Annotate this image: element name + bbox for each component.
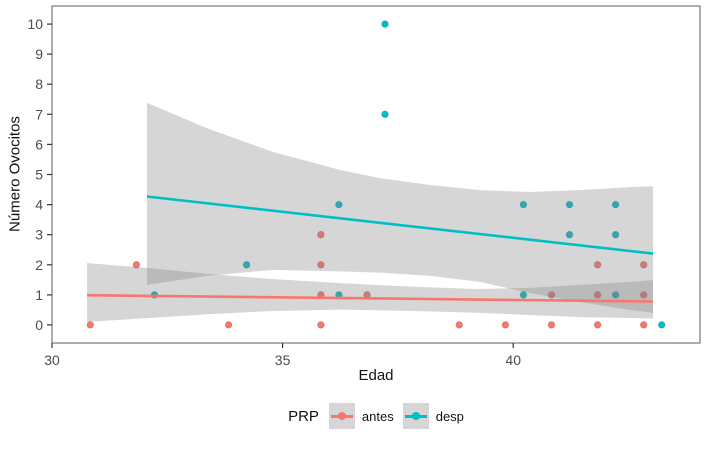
legend-key-antes — [328, 403, 355, 429]
legend-swatch-dot — [411, 412, 420, 420]
data-point-antes — [86, 321, 95, 329]
y-tick-label: 7 — [35, 106, 43, 122]
legend: PRP antes desp — [52, 403, 700, 429]
data-point-antes — [317, 321, 325, 329]
y-tick-label: 0 — [35, 317, 43, 333]
y-tick-label: 4 — [35, 197, 43, 213]
regression-line-desp — [146, 195, 654, 255]
y-tick-label: 2 — [35, 257, 43, 273]
x-tick-label: 30 — [44, 352, 60, 368]
data-point-antes — [317, 230, 325, 239]
legend-title: PRP — [288, 407, 319, 425]
ci-band-antes — [87, 263, 654, 322]
data-point-antes — [639, 260, 648, 269]
legend-entries: antes desp — [328, 403, 464, 429]
x-axis-title: Edad — [358, 367, 394, 384]
data-point-antes — [132, 260, 141, 269]
legend-label-antes: antes — [361, 408, 394, 424]
data-point-antes — [639, 321, 648, 329]
data-point-desp — [519, 200, 528, 209]
data-point-antes — [317, 260, 325, 269]
data-point-desp — [611, 230, 620, 239]
x-tick-label: 40 — [505, 352, 521, 368]
data-point-antes — [639, 291, 648, 299]
data-point-desp — [381, 20, 389, 28]
regression-line-antes — [87, 293, 654, 303]
legend-label-desp: desp — [435, 408, 464, 424]
y-tick-label: 5 — [35, 167, 43, 183]
legend-key-desp — [402, 403, 429, 429]
y-axis-title: Número Ovocitos — [6, 116, 24, 232]
data-point-antes — [593, 321, 602, 329]
y-tick-label: 6 — [35, 136, 43, 152]
y-tick-label: 1 — [35, 287, 43, 303]
ci-band-desp — [147, 102, 653, 313]
data-point-desp — [657, 321, 666, 329]
data-point-antes — [593, 291, 602, 299]
data-point-desp — [242, 260, 251, 269]
data-point-antes — [593, 260, 602, 269]
legend-swatch-dot — [337, 412, 346, 420]
data-point-desp — [611, 291, 620, 299]
data-point-desp — [565, 200, 574, 209]
x-tick-label: 35 — [275, 352, 291, 368]
data-point-desp — [335, 200, 343, 209]
legend-entry-antes: antes — [328, 403, 394, 429]
y-tick-label: 10 — [27, 16, 43, 32]
y-tick-label: 8 — [35, 76, 43, 92]
data-point-desp — [519, 291, 528, 299]
y-tick-label: 9 — [35, 46, 43, 62]
data-point-antes — [455, 321, 464, 329]
data-point-antes — [224, 321, 233, 329]
legend-entry-desp: desp — [402, 403, 464, 429]
data-point-antes — [547, 291, 556, 299]
data-point-antes — [501, 321, 510, 329]
data-point-desp — [381, 110, 389, 119]
data-point-desp — [565, 230, 574, 239]
data-point-desp — [611, 200, 620, 209]
y-tick-label: 3 — [35, 227, 43, 243]
data-point-antes — [547, 321, 556, 329]
